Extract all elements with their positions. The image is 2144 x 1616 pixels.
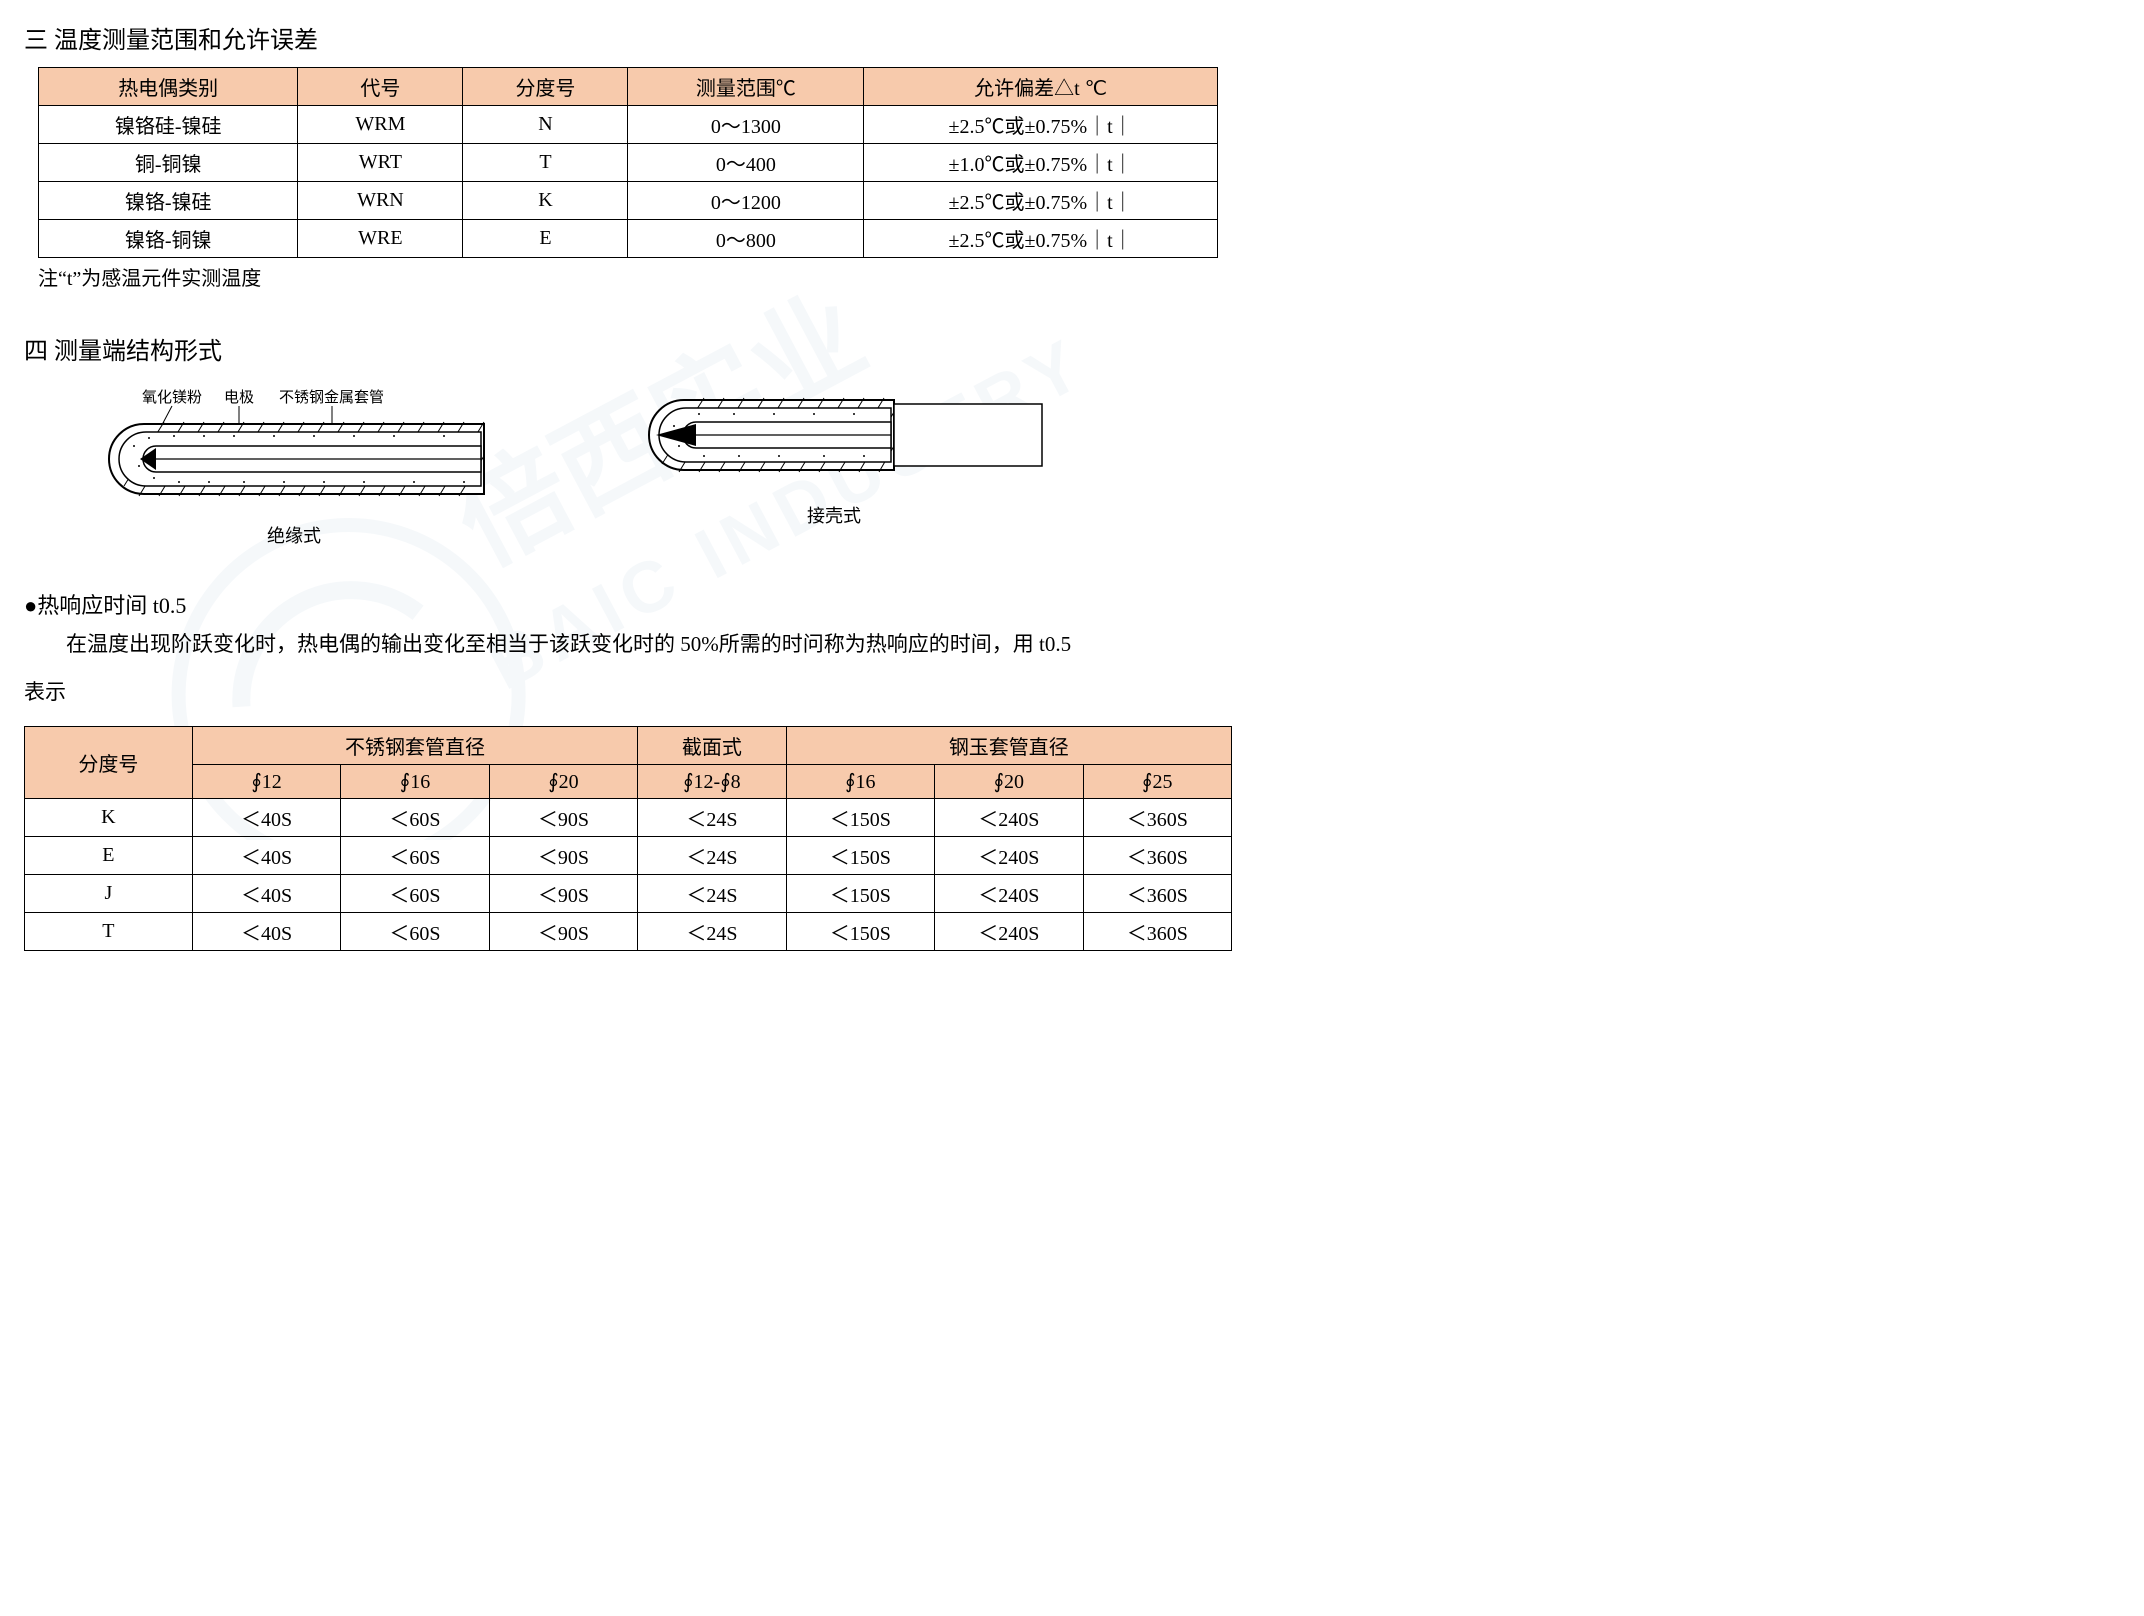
- table-cell: WRE: [298, 220, 463, 258]
- diagram-row: 氧化镁粉 电极 不锈钢金属套管: [84, 386, 1232, 548]
- table-cell: ＜24S: [638, 874, 786, 912]
- table1-header-row: 热电偶类别 代号 分度号 测量范围℃ 允许偏差△t ℃: [39, 68, 1218, 106]
- table-range-tolerance: 热电偶类别 代号 分度号 测量范围℃ 允许偏差△t ℃ 镍铬硅-镍硅WRMN0～…: [38, 67, 1218, 258]
- t2-header-row1: 分度号 不锈钢套管直径 截面式 钢玉套管直径: [25, 726, 1232, 764]
- table-cell: ＜40S: [192, 912, 340, 950]
- th-dia: ∮12-∮8: [638, 764, 786, 798]
- table-row: 铜-铜镍WRTT0～400±1.0℃或±0.75%｜t｜: [39, 144, 1218, 182]
- table-cell: WRT: [298, 144, 463, 182]
- table-cell: ＜60S: [341, 836, 489, 874]
- table-cell: K: [463, 182, 628, 220]
- table-row: K＜40S＜60S＜90S＜24S＜150S＜240S＜360S: [25, 798, 1232, 836]
- table-cell: ＜240S: [935, 912, 1083, 950]
- table-row: T＜40S＜60S＜90S＜24S＜150S＜240S＜360S: [25, 912, 1232, 950]
- table-cell: 铜-铜镍: [39, 144, 298, 182]
- table-cell: ＜90S: [489, 912, 637, 950]
- th-graduation: 分度号: [463, 68, 628, 106]
- table-cell: ＜360S: [1083, 874, 1231, 912]
- table-cell: ＜24S: [638, 912, 786, 950]
- th-dia: ∮20: [935, 764, 1083, 798]
- table-response-time: 分度号 不锈钢套管直径 截面式 钢玉套管直径 ∮12∮16∮20∮12-∮8∮1…: [24, 726, 1232, 951]
- table-cell: ±2.5℃或±0.75%｜t｜: [864, 220, 1218, 258]
- label-sleeve: 不锈钢金属套管: [279, 389, 384, 406]
- table-cell: ＜60S: [341, 798, 489, 836]
- table-cell: ＜360S: [1083, 836, 1231, 874]
- table-cell: ＜40S: [192, 798, 340, 836]
- th-dia: ∮20: [489, 764, 637, 798]
- table-cell: 0～1300: [628, 106, 864, 144]
- response-para1: 在温度出现阶跃变化时，热电偶的输出变化至相当于该跃变化时的 50%所需的时问称为…: [24, 626, 1232, 664]
- table-cell: WRM: [298, 106, 463, 144]
- table-row: 镍铬硅-镍硅WRMN0～1300±2.5℃或±0.75%｜t｜: [39, 106, 1218, 144]
- table-cell: T: [463, 144, 628, 182]
- table-cell: 0～400: [628, 144, 864, 182]
- table-cell: ＜60S: [341, 912, 489, 950]
- section3-title: 三 温度测量范围和允许误差: [24, 20, 1232, 55]
- table-cell: ＜90S: [489, 836, 637, 874]
- table-cell: 0～800: [628, 220, 864, 258]
- table-cell: ＜360S: [1083, 798, 1231, 836]
- response-para2: 表示: [24, 674, 1232, 712]
- table-cell: 镍铬-镍硅: [39, 182, 298, 220]
- table-cell: ＜150S: [786, 836, 934, 874]
- table-row: J＜40S＜60S＜90S＜24S＜150S＜240S＜360S: [25, 874, 1232, 912]
- table-cell: ＜240S: [935, 836, 1083, 874]
- bullet-response-time: ●热响应时间 t0.5: [24, 588, 1232, 620]
- table-cell: ＜40S: [192, 836, 340, 874]
- th-code: 代号: [298, 68, 463, 106]
- table-cell: ＜24S: [638, 798, 786, 836]
- table-cell: ＜150S: [786, 912, 934, 950]
- table-cell: 0～1200: [628, 182, 864, 220]
- table-row: E＜40S＜60S＜90S＜24S＜150S＜240S＜360S: [25, 836, 1232, 874]
- table-cell: T: [25, 912, 193, 950]
- table-row: 镍铬-铜镍WREE0～800±2.5℃或±0.75%｜t｜: [39, 220, 1218, 258]
- table-cell: ＜40S: [192, 874, 340, 912]
- table-cell: ＜90S: [489, 874, 637, 912]
- diagram-grounded: 接壳式: [624, 386, 1044, 528]
- th-ss-sleeve: 不锈钢套管直径: [192, 726, 637, 764]
- diagram-insulated: 氧化镁粉 电极 不锈钢金属套管: [84, 386, 504, 548]
- table-cell: ±1.0℃或±0.75%｜t｜: [864, 144, 1218, 182]
- label-electrode: 电极: [224, 389, 254, 406]
- table-cell: ＜360S: [1083, 912, 1231, 950]
- table-cell: 镍铬-铜镍: [39, 220, 298, 258]
- label-mgopowder: 氧化镁粉: [142, 389, 202, 406]
- th-range: 测量范围℃: [628, 68, 864, 106]
- th-tolerance: 允许偏差△t ℃: [864, 68, 1218, 106]
- table-cell: 镍铬硅-镍硅: [39, 106, 298, 144]
- th-dia: ∮16: [786, 764, 934, 798]
- th-section: 截面式: [638, 726, 786, 764]
- th-dia: ∮25: [1083, 764, 1231, 798]
- table-cell: ＜240S: [935, 874, 1083, 912]
- table-cell: ＜60S: [341, 874, 489, 912]
- table-cell: J: [25, 874, 193, 912]
- table-cell: ＜90S: [489, 798, 637, 836]
- caption-grounded: 接壳式: [807, 502, 861, 528]
- table-row: 镍铬-镍硅WRNK0～1200±2.5℃或±0.75%｜t｜: [39, 182, 1218, 220]
- table-cell: K: [25, 798, 193, 836]
- table-cell: ＜24S: [638, 836, 786, 874]
- table-cell: ±2.5℃或±0.75%｜t｜: [864, 106, 1218, 144]
- table1-note: 注“t”为感温元件实测温度: [38, 262, 1232, 291]
- probe-grounded-svg: [624, 386, 1044, 496]
- th-type: 热电偶类别: [39, 68, 298, 106]
- table-cell: ＜150S: [786, 798, 934, 836]
- th-dia: ∮16: [341, 764, 489, 798]
- table-cell: ＜240S: [935, 798, 1083, 836]
- table-cell: WRN: [298, 182, 463, 220]
- table-cell: ＜150S: [786, 874, 934, 912]
- t2-header-row2: ∮12∮16∮20∮12-∮8∮16∮20∮25: [25, 764, 1232, 798]
- th-grad: 分度号: [25, 726, 193, 798]
- th-corundum: 钢玉套管直径: [786, 726, 1231, 764]
- table-cell: N: [463, 106, 628, 144]
- section4-title: 四 测量端结构形式: [24, 331, 1232, 366]
- probe-insulated-svg: 氧化镁粉 电极 不锈钢金属套管: [84, 386, 504, 516]
- table-cell: ±2.5℃或±0.75%｜t｜: [864, 182, 1218, 220]
- th-dia: ∮12: [192, 764, 340, 798]
- table-cell: E: [25, 836, 193, 874]
- caption-insulated: 绝缘式: [267, 522, 321, 548]
- table-cell: E: [463, 220, 628, 258]
